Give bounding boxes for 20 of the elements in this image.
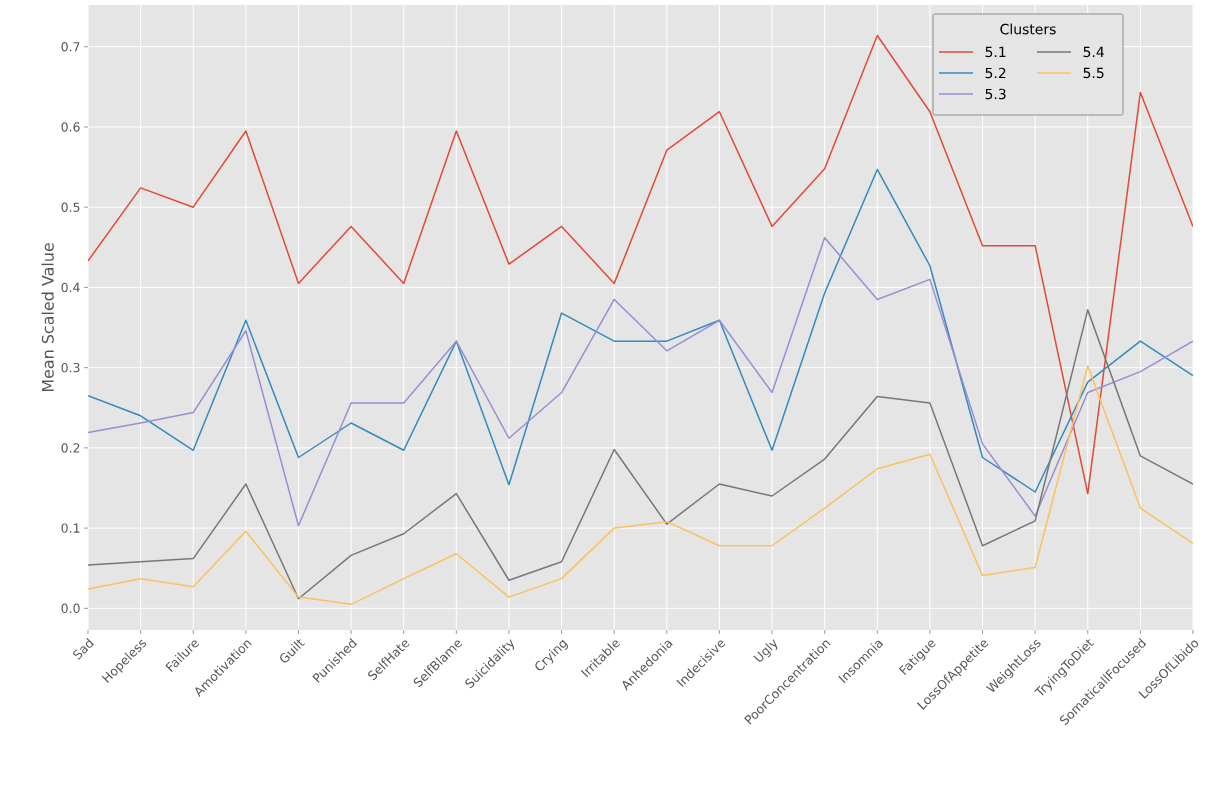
legend-label: 5.3 <box>985 88 1006 100</box>
y-tick-label: 0.5 <box>61 202 80 212</box>
y-tick-label: 0.7 <box>61 42 80 52</box>
y-axis-title: Mean Scaled Value <box>41 243 54 392</box>
line-series <box>88 168 1193 493</box>
legend-title: Clusters <box>1000 23 1056 35</box>
y-tick-label: 0.4 <box>61 282 80 293</box>
line-series <box>88 309 1193 600</box>
line-series <box>88 365 1193 606</box>
line-series <box>88 34 1193 495</box>
y-tick-label: 0.2 <box>61 443 80 453</box>
legend-label: 5.4 <box>1083 46 1104 58</box>
y-tick-label: 0.0 <box>61 603 80 614</box>
legend-label: 5.1 <box>985 46 1006 58</box>
line-series <box>88 236 1193 527</box>
legend-label: 5.5 <box>1083 67 1104 79</box>
y-tick-label: 0.1 <box>61 523 80 533</box>
y-tick-label: 0.3 <box>61 362 80 373</box>
y-tick-label: 0.6 <box>61 122 80 132</box>
legend-label: 5.2 <box>985 67 1006 79</box>
